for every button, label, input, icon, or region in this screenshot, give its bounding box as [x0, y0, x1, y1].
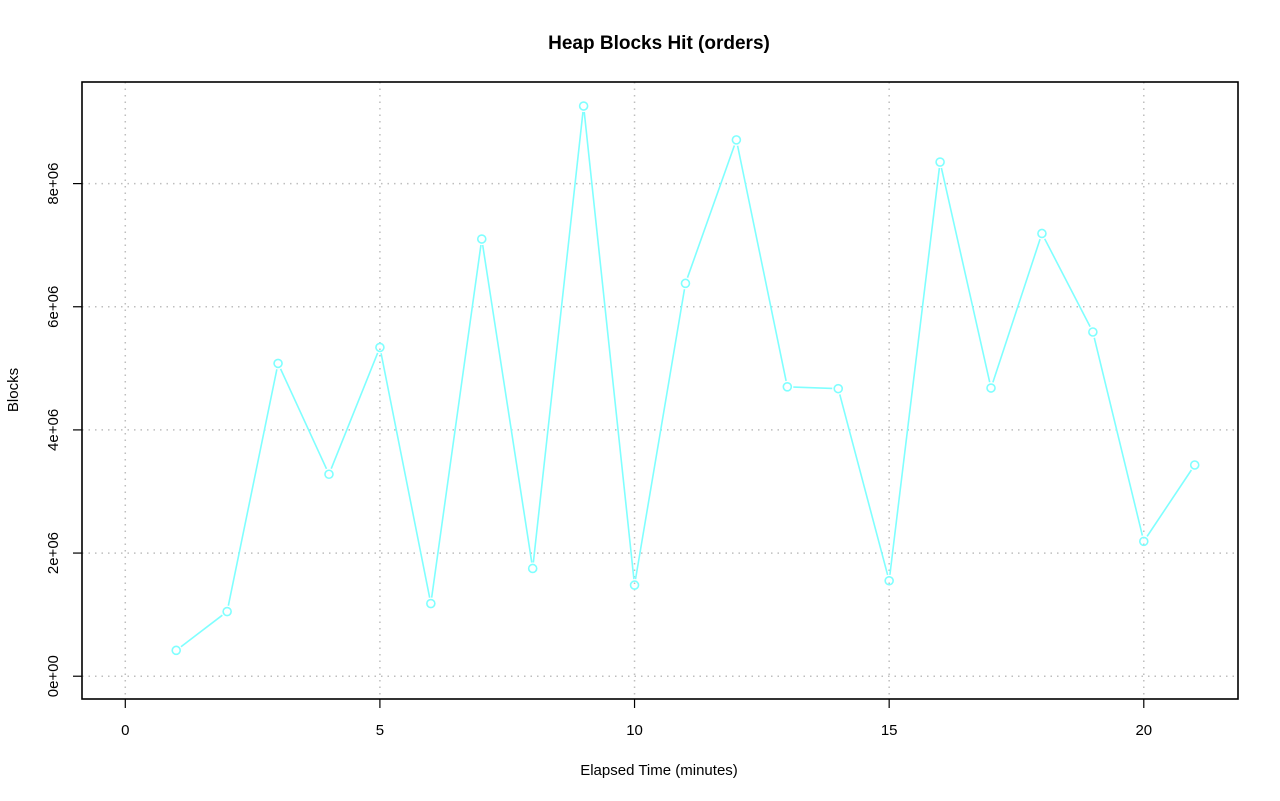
series-line-segment	[330, 352, 379, 469]
x-axis: 0 5 10 15 20	[121, 699, 1152, 739]
data-point	[222, 606, 232, 617]
data-point	[324, 469, 334, 480]
series-line-segment	[992, 238, 1041, 383]
plot-frame	[81, 81, 1239, 700]
series-line-segment	[736, 145, 787, 382]
x-tick-label: 10	[626, 722, 643, 739]
x-tick-label: 0	[121, 722, 129, 739]
series-line-segment	[1093, 337, 1144, 536]
x-tick-label: 5	[376, 722, 384, 739]
grid-lines	[82, 82, 1238, 699]
data-point	[476, 234, 487, 244]
data-point	[1037, 228, 1047, 239]
x-tick-label: 15	[881, 722, 898, 739]
data-point	[680, 278, 691, 289]
series-line-segment	[279, 368, 328, 470]
series-line-segment	[634, 289, 686, 580]
data-point	[426, 598, 436, 609]
data-point	[273, 358, 283, 369]
y-tick-label: 0e+00	[45, 655, 62, 697]
data-point	[935, 157, 945, 167]
data-point	[1088, 327, 1098, 337]
y-tick-label: 4e+06	[45, 409, 62, 451]
series-line-segment	[686, 145, 736, 278]
data-point	[884, 575, 894, 586]
series-line-segment	[583, 111, 635, 580]
series-layer	[171, 101, 1200, 656]
data-point	[527, 563, 538, 574]
series-line-segment	[1043, 238, 1091, 328]
series-line-segment	[481, 244, 533, 563]
data-point	[731, 135, 742, 145]
y-axis-title: Blocks	[5, 368, 22, 412]
series-line-segment	[430, 244, 482, 598]
series-line-segment	[793, 386, 833, 390]
series-line-segment	[532, 111, 584, 563]
data-point	[1189, 460, 1200, 470]
data-point	[629, 580, 640, 590]
x-axis-title: Elapsed Time (minutes)	[580, 762, 738, 779]
series-line-segment	[227, 369, 278, 606]
x-tick-label: 20	[1135, 722, 1152, 739]
series-line-segment	[180, 614, 223, 648]
data-point	[375, 342, 385, 353]
series-line-segment	[839, 394, 889, 576]
y-axis: 0e+00 2e+06 4e+06 6e+06 8e+06	[45, 163, 82, 697]
series-line-segment	[940, 167, 991, 383]
series-line-segment	[889, 167, 941, 575]
data-point	[578, 101, 589, 111]
data-point	[1138, 536, 1149, 547]
series-line-segment	[1146, 469, 1193, 537]
y-tick-label: 8e+06	[45, 163, 62, 205]
data-point	[833, 383, 844, 394]
data-point	[782, 382, 793, 392]
series-line-segment	[380, 353, 431, 598]
chart-title: Heap Blocks Hit (orders)	[548, 33, 770, 54]
y-tick-label: 2e+06	[45, 532, 62, 574]
y-tick-label: 6e+06	[45, 286, 62, 328]
data-point	[171, 645, 182, 656]
data-point	[986, 383, 996, 393]
